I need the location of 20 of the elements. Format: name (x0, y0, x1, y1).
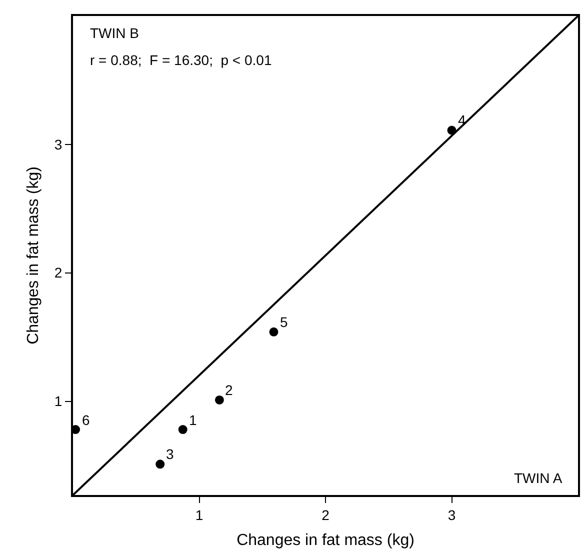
y-tick-label: 1 (54, 393, 62, 410)
y-axis-title: Changes in fat mass (kg) (24, 166, 42, 344)
x-tick-label: 1 (195, 506, 204, 523)
x-axis-title: Changes in fat mass (kg) (236, 532, 414, 549)
annotation: 3 (166, 446, 174, 462)
annotation: 5 (280, 314, 288, 330)
x-tick-label: 3 (448, 506, 456, 523)
point (269, 327, 278, 336)
annotation: TWIN B (90, 25, 139, 41)
point (156, 460, 165, 469)
annotation: 6 (82, 412, 90, 428)
annotation: 1 (189, 412, 197, 428)
point (214, 395, 224, 404)
annotation: r = 0.88; F = 16.30; p < 0.01 (90, 52, 272, 68)
annotation: TWIN A (514, 470, 563, 486)
y-tick-label: 2 (54, 264, 62, 281)
y-tick-label: 3 (54, 136, 62, 152)
point (178, 425, 188, 434)
annotation: 2 (225, 382, 233, 398)
x-tick-label: 2 (322, 506, 330, 523)
